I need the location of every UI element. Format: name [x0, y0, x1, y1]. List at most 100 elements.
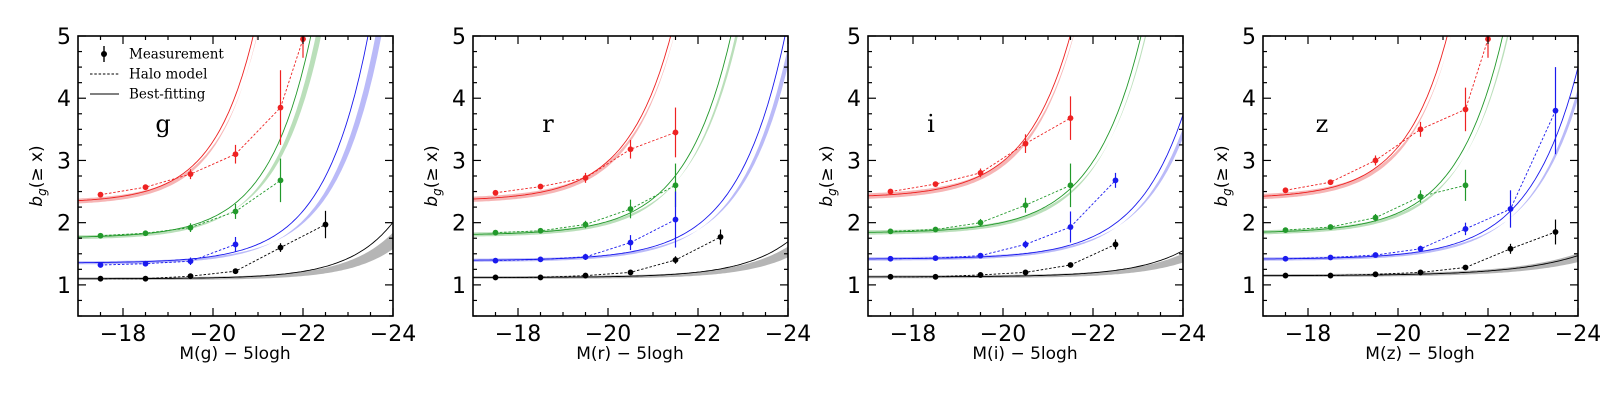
- halo-line-blue: [100, 243, 236, 266]
- data-point-red: [1372, 157, 1379, 164]
- fit-curve-black: [78, 221, 393, 280]
- data-point-black: [627, 269, 634, 276]
- y-tick-label: 4: [847, 87, 861, 112]
- legend-measurement-marker: [101, 51, 107, 57]
- fit-curve-black: [868, 250, 1183, 278]
- y-tick-label: 3: [452, 149, 466, 174]
- ylabel-i: bg(≥ x): [817, 145, 839, 206]
- fit-curve-red: [78, 36, 254, 202]
- y-tick-label: 4: [1242, 87, 1256, 112]
- data-point-red: [1327, 179, 1334, 186]
- data-point-black: [932, 273, 939, 280]
- data-point-black: [672, 257, 679, 263]
- data-point-green: [627, 206, 634, 212]
- y-tick-label: 3: [1242, 149, 1256, 174]
- y-tick-label: 5: [1242, 25, 1256, 50]
- data-point-red: [187, 171, 194, 178]
- x-tick-label: −18: [100, 322, 146, 347]
- y-tick-label: 1: [1242, 274, 1256, 299]
- data-point-red: [537, 183, 544, 190]
- data-point-red: [1067, 115, 1074, 122]
- ticks-r: −18 −20 −22 −24 1 2 3 4 5: [452, 25, 811, 347]
- legend-measurement-label: Measurement: [129, 47, 224, 63]
- y-tick-label: 2: [847, 212, 861, 237]
- fit-curve-red: [1263, 36, 1448, 197]
- data-point-black: [977, 272, 984, 278]
- data-point-red: [627, 146, 634, 153]
- data-point-black: [1022, 269, 1029, 276]
- data-point-black: [142, 275, 149, 282]
- y-tick-label: 3: [847, 149, 861, 174]
- data-point-blue: [1552, 107, 1559, 114]
- data-point-red: [582, 174, 589, 181]
- y-tick-label: 5: [452, 25, 466, 50]
- x-tick-label: −18: [1285, 322, 1331, 347]
- x-tick-label: −18: [890, 322, 936, 347]
- data-point-black: [187, 273, 194, 280]
- measurements-r: [492, 107, 724, 281]
- xlabel-g: M(g) − 5logh: [179, 344, 290, 364]
- x-tick-label: −20: [190, 322, 236, 347]
- data-point-green: [1067, 182, 1074, 189]
- data-point-black: [887, 273, 894, 280]
- y-tick-label: 5: [57, 25, 71, 50]
- data-point-black: [537, 274, 544, 281]
- data-point-black: [322, 221, 329, 228]
- halo-lines-z: [1285, 38, 1556, 277]
- data-point-blue: [1112, 177, 1119, 184]
- data-point-blue: [1022, 241, 1029, 248]
- data-point-green: [672, 182, 679, 189]
- data-point-green: [1417, 193, 1424, 200]
- data-point-red: [142, 184, 149, 191]
- ticks-z: −18 −20 −22 −24 1 2 3 4 5: [1242, 25, 1600, 347]
- x-tick-label: −24: [765, 322, 811, 347]
- data-point-green: [582, 221, 589, 228]
- data-point-green: [492, 229, 499, 236]
- data-point-green: [142, 230, 149, 237]
- data-point-green: [187, 224, 194, 231]
- fit-curves-z: [1263, 36, 1578, 277]
- data-point-blue: [97, 262, 104, 268]
- data-point-black: [277, 244, 284, 251]
- xlabel-i: M(i) − 5logh: [972, 344, 1077, 364]
- data-point-blue: [187, 258, 194, 265]
- data-point-red: [1417, 126, 1424, 133]
- data-point-green: [277, 177, 284, 184]
- band-red: [868, 36, 1074, 199]
- y-tick-label: 2: [452, 212, 466, 237]
- x-tick-label: −22: [675, 322, 721, 347]
- panel-z: −18 −20 −22 −24 1 2 3 4 5 z M(z) − 5logh bg(≥ x): [1212, 25, 1600, 364]
- data-point-blue: [977, 252, 984, 259]
- data-point-red: [1022, 140, 1029, 147]
- data-point-blue: [142, 260, 149, 267]
- measurements-i: [887, 96, 1119, 280]
- band-red: [78, 36, 258, 204]
- ylabel-g: bg(≥ x): [27, 145, 49, 206]
- data-point-blue: [232, 241, 239, 248]
- x-tick-label: −20: [980, 322, 1026, 347]
- y-tick-label: 2: [1242, 212, 1256, 237]
- data-point-red: [1462, 106, 1469, 113]
- data-point-black: [582, 272, 589, 279]
- halo-line-red: [100, 38, 304, 196]
- data-point-blue: [672, 216, 679, 223]
- fit-curve-red: [868, 36, 1071, 197]
- band-label-i: i: [927, 110, 935, 138]
- bands-z: [1263, 36, 1578, 277]
- fit-curve-green: [473, 36, 732, 235]
- band-label-g: g: [155, 110, 170, 138]
- data-point-blue: [1372, 252, 1379, 258]
- halo-line-blue: [890, 180, 1116, 260]
- data-point-black: [97, 275, 104, 282]
- data-point-green: [1022, 202, 1029, 209]
- data-point-blue: [537, 256, 544, 263]
- halo-line-black: [495, 236, 721, 278]
- data-point-red: [1282, 187, 1289, 194]
- data-point-black: [1067, 262, 1074, 268]
- x-tick-label: −22: [1070, 322, 1116, 347]
- band-green: [473, 36, 738, 237]
- xlabel-z: M(z) − 5logh: [1365, 344, 1474, 364]
- data-point-green: [1327, 224, 1334, 230]
- x-tick-label: −24: [1555, 322, 1600, 347]
